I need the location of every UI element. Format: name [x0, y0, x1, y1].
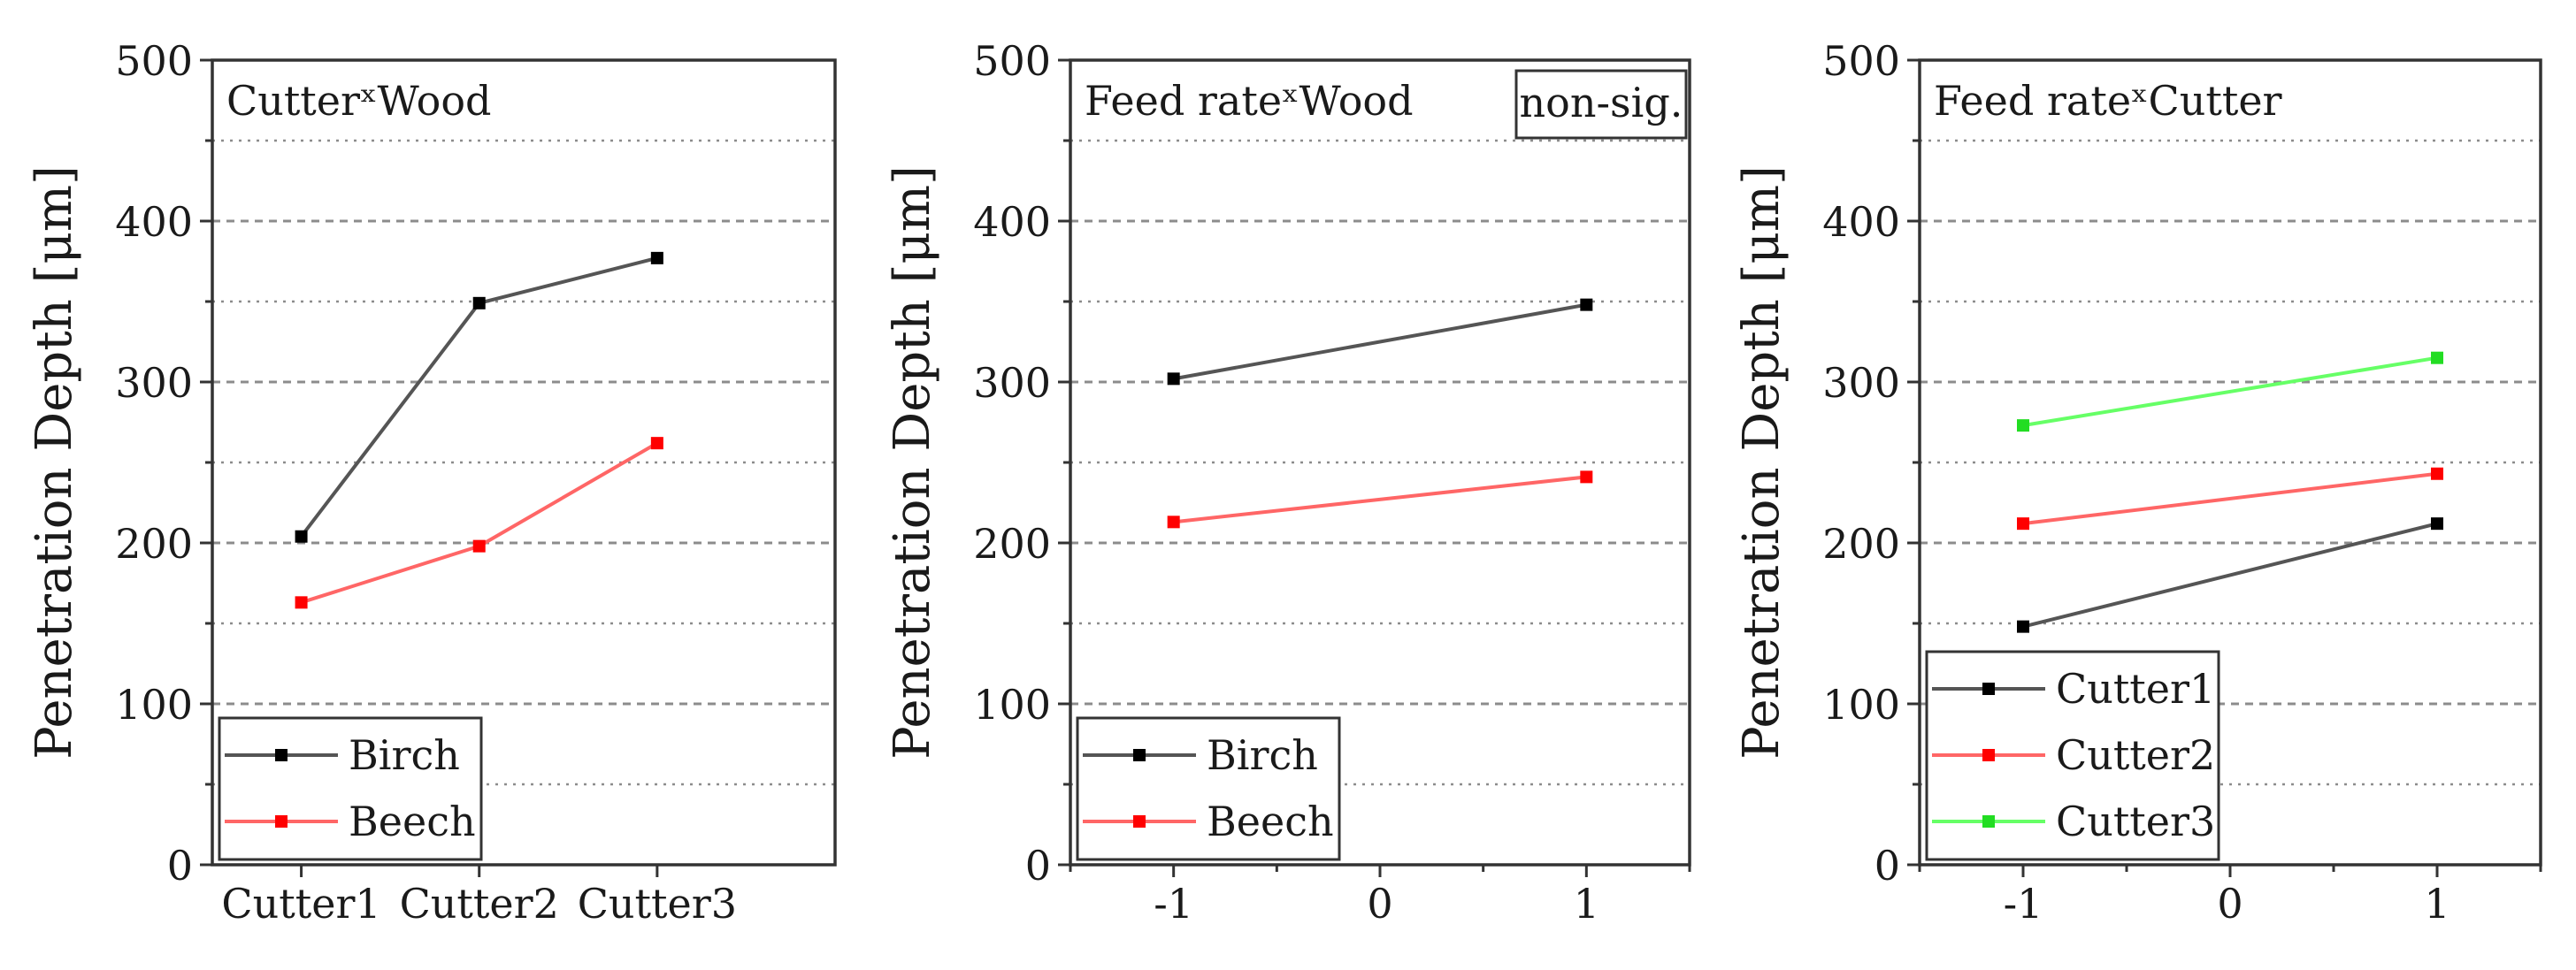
y-axis-label: Penetration Depth [μm]: [26, 165, 83, 760]
series-line-cutter2: [2022, 471, 2438, 526]
plot-frame: [1918, 58, 2542, 867]
y-axis-label: Penetration Depth [μm]: [1733, 165, 1790, 760]
x-tick-label: 1: [2424, 880, 2450, 928]
legend-label: Birch: [1207, 731, 1318, 779]
data-point: [472, 539, 486, 553]
legend-marker: [275, 749, 288, 761]
data-point: [1167, 372, 1180, 386]
series-line-cutter1: [2022, 522, 2438, 629]
data-point: [2017, 419, 2029, 432]
data-point: [295, 596, 308, 609]
legend-marker: [1133, 749, 1146, 761]
data-point: [2017, 620, 2029, 633]
data-point: [1167, 516, 1180, 529]
y-tick-label: 200: [115, 520, 193, 568]
y-tick-label: 400: [973, 198, 1051, 246]
data-point: [650, 437, 663, 450]
y-tick-label: 300: [973, 359, 1051, 407]
y-tick-label: 400: [115, 198, 193, 246]
y-axis-label: Penetration Depth [μm]: [884, 165, 941, 760]
panel-title: Feed rateˣCutter: [1934, 77, 2282, 125]
data-point: [2017, 517, 2029, 531]
x-tick-label: -1: [1154, 880, 1193, 928]
series-line-birch: [1173, 302, 1587, 381]
y-tick-label: 0: [1025, 842, 1051, 890]
y-tick-label: 100: [115, 681, 193, 729]
legend-label: Beech: [349, 798, 476, 845]
panel-title: CutterˣWood: [226, 77, 492, 125]
legend-box: [218, 716, 483, 861]
x-tick-label: -1: [2004, 880, 2043, 928]
legend-label: Beech: [1207, 798, 1334, 845]
plot-frame: [211, 58, 837, 867]
y-tick-label: 500: [1822, 37, 1900, 85]
y-tick-label: 300: [1822, 359, 1900, 407]
data-point: [1580, 298, 1593, 311]
panel-1: 0 100 200 300 400 500 Cutter1 Cutter2 Cutter3 Pen…: [26, 37, 837, 928]
x-tick-label: 0: [1367, 880, 1392, 928]
x-tick-label: Cutter2: [400, 880, 559, 928]
legend-box: [1076, 716, 1341, 861]
data-point: [2431, 517, 2443, 531]
data-point: [1580, 470, 1593, 484]
x-tick-label: Cutter3: [578, 880, 737, 928]
y-tick-label: 100: [1822, 681, 1900, 729]
panel-3: 0 100 200 300 400 500 -1 0 1 Penetration Depth [μ…: [1733, 37, 2542, 928]
y-tick-label: 100: [973, 681, 1051, 729]
data-point: [650, 251, 663, 264]
y-tick-label: 0: [167, 842, 193, 890]
annotation-text: non-sig.: [1520, 79, 1683, 126]
panel-title: Feed rateˣWood: [1085, 77, 1414, 125]
data-point: [295, 530, 308, 543]
data-point: [2431, 467, 2443, 480]
legend-label: Cutter2: [2056, 731, 2215, 779]
series-line-beech: [1173, 475, 1587, 524]
legend-label: Birch: [349, 731, 460, 779]
y-tick-label: 200: [973, 520, 1051, 568]
legend-marker: [1982, 815, 1995, 828]
y-tick-label: 500: [973, 37, 1051, 85]
panel-2: 0 100 200 300 400 500 -1 0 1 Penetration Depth [μ…: [884, 37, 1691, 928]
y-tick-label: 0: [1874, 842, 1900, 890]
y-tick-label: 200: [1822, 520, 1900, 568]
legend-marker: [1982, 683, 1995, 695]
plot-frame: [1069, 58, 1691, 867]
legend-marker: [1982, 749, 1995, 761]
data-point: [472, 296, 486, 309]
y-tick-label: 300: [115, 359, 193, 407]
series-line-cutter3: [2022, 355, 2438, 428]
data-point: [2431, 351, 2443, 364]
x-tick-label: Cutter1: [221, 880, 380, 928]
x-tick-label: 1: [1574, 880, 1599, 928]
legend-label: Cutter3: [2056, 798, 2215, 845]
legend-marker: [1133, 815, 1146, 828]
y-tick-label: 400: [1822, 198, 1900, 246]
legend-marker: [275, 815, 288, 828]
x-tick-label: 0: [2217, 880, 2242, 928]
annotation-box: [1514, 69, 1688, 140]
legend-label: Cutter1: [2056, 665, 2215, 713]
y-tick-label: 500: [115, 37, 193, 85]
